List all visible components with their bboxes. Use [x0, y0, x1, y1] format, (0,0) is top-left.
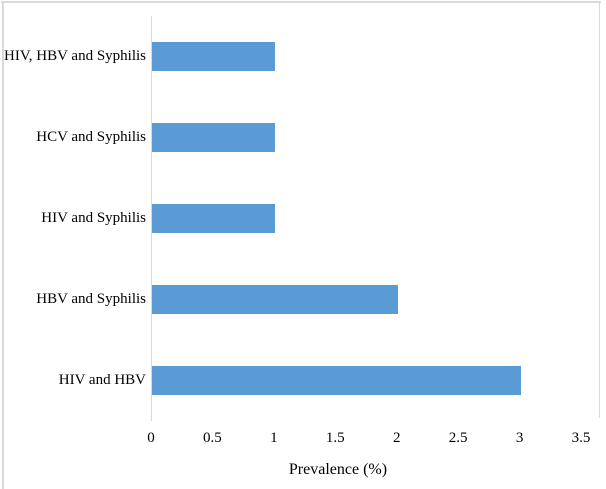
figure-border-left — [2, 1, 4, 489]
x-tick-label: 3.5 — [571, 430, 591, 446]
category-label: HIV, HBV and Syphilis — [4, 48, 146, 64]
bar — [152, 123, 275, 152]
x-tick-label: 2.5 — [448, 430, 468, 446]
category-label: HCV and Syphilis — [36, 129, 146, 145]
x-tick-label: 0.5 — [203, 430, 222, 446]
x-tick-label: 0 — [147, 430, 155, 446]
bar — [152, 366, 521, 395]
category-label: HIV and HBV — [58, 372, 146, 388]
x-tick-label: 2 — [392, 430, 401, 446]
bar — [152, 204, 275, 233]
x-tick-label: 3 — [515, 430, 524, 446]
figure-border-right — [599, 1, 600, 418]
plot-area — [151, 16, 582, 421]
x-tick-label: 1.5 — [325, 430, 345, 446]
x-axis-title: Prevalence (%) — [288, 461, 388, 478]
category-axis-labels: HIV, HBV and Syphilis HCV and Syphilis HIV… — [0, 16, 146, 421]
category-label: HBV and Syphilis — [36, 291, 146, 307]
x-tick-label: 1 — [270, 430, 278, 446]
bar — [152, 42, 275, 71]
figure-border-top — [1, 1, 601, 3]
x-axis-tick-labels: 0 0.5 1 1.5 2 2.5 3 3.5 — [0, 430, 606, 450]
bar — [152, 285, 398, 314]
category-label: HIV and Syphilis — [41, 210, 146, 226]
